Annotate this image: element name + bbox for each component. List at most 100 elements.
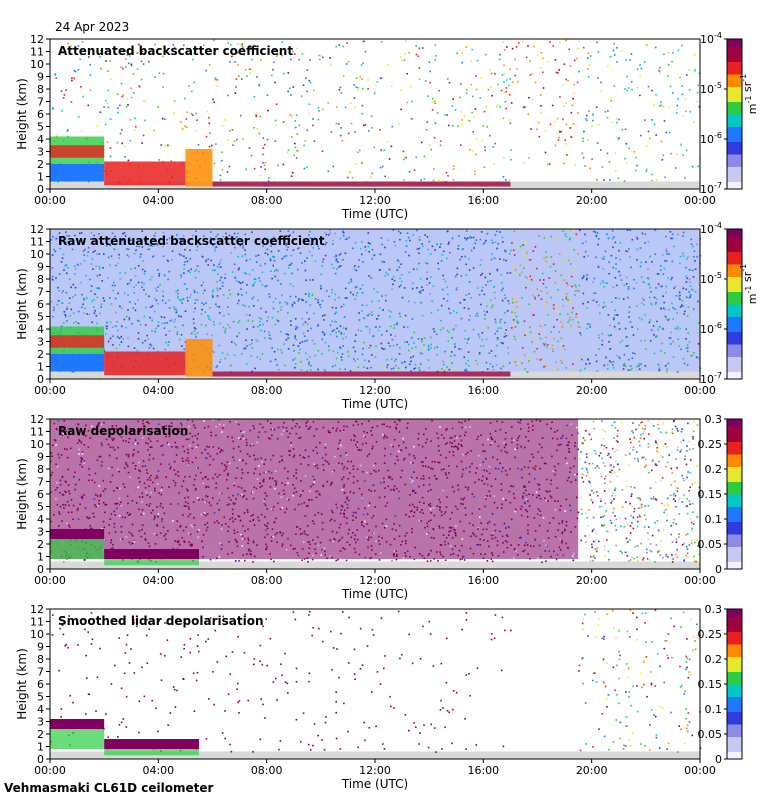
x-tick-label: 04:00 bbox=[142, 384, 174, 397]
x-tick-label: 00:00 bbox=[684, 764, 716, 777]
noise-dots bbox=[50, 419, 702, 564]
heatmap-field bbox=[50, 419, 702, 569]
heatmap-field bbox=[50, 609, 702, 759]
y-tick-label: 1 bbox=[37, 551, 44, 564]
y-tick-label: 1 bbox=[37, 361, 44, 374]
y-tick-label: 9 bbox=[37, 641, 44, 654]
x-tick-label: 04:00 bbox=[142, 574, 174, 587]
x-tick-label: 08:00 bbox=[251, 764, 283, 777]
y-axis-label: Height (km) bbox=[15, 78, 29, 149]
x-tick-label: 00:00 bbox=[684, 194, 716, 207]
y-tick-label: 7 bbox=[37, 286, 44, 299]
y-tick-label: 11 bbox=[30, 46, 44, 59]
colorbar: 0 0.05 0.1 0.15 0.2 0.25 0.3 bbox=[698, 413, 743, 576]
colorbar-tick-label: 0.15 bbox=[698, 678, 723, 691]
y-tick-label: 2 bbox=[37, 538, 44, 551]
y-tick-label: 6 bbox=[37, 298, 44, 311]
y-tick-label: 4 bbox=[37, 703, 44, 716]
x-axis-label: Time (UTC) bbox=[341, 777, 408, 791]
y-tick-label: 12 bbox=[30, 413, 44, 426]
x-tick-label: 08:00 bbox=[251, 384, 283, 397]
x-tick-label: 20:00 bbox=[576, 574, 608, 587]
y-tick-label: 11 bbox=[30, 426, 44, 439]
x-tick-label: 00:00 bbox=[684, 574, 716, 587]
x-tick-label: 04:00 bbox=[142, 194, 174, 207]
colorbar: 0 0.05 0.1 0.15 0.2 0.25 0.3 bbox=[698, 603, 743, 766]
y-tick-label: 0 bbox=[37, 563, 44, 576]
cloud-layers bbox=[50, 136, 511, 187]
x-tick-label: 08:00 bbox=[251, 574, 283, 587]
colorbar-tick-label: 0.05 bbox=[698, 728, 723, 741]
x-tick-label: 16:00 bbox=[467, 384, 499, 397]
y-tick-label: 0 bbox=[37, 753, 44, 766]
x-tick-label: 12:00 bbox=[359, 194, 391, 207]
colorbar-tick-label: 0.1 bbox=[705, 513, 723, 526]
y-tick-label: 3 bbox=[37, 716, 44, 729]
y-tick-label: 5 bbox=[37, 311, 44, 324]
y-tick-label: 12 bbox=[30, 33, 44, 46]
y-tick-label: 3 bbox=[37, 336, 44, 349]
y-tick-label: 1 bbox=[37, 171, 44, 184]
cloud-layers bbox=[50, 529, 199, 566]
x-tick-label: 04:00 bbox=[142, 764, 174, 777]
colorbar: 10-7 10-6 10-5 10-4 m-1 sr-1 bbox=[700, 31, 759, 196]
ground-clutter-band bbox=[50, 751, 700, 759]
y-tick-label: 4 bbox=[37, 323, 44, 336]
y-tick-label: 3 bbox=[37, 146, 44, 159]
depol-noise-background bbox=[50, 419, 579, 559]
y-tick-label: 7 bbox=[37, 666, 44, 679]
y-tick-label: 11 bbox=[30, 236, 44, 249]
noise-dots bbox=[50, 39, 702, 183]
y-tick-label: 12 bbox=[30, 603, 44, 616]
colorbar-tick-label: 10-7 bbox=[700, 371, 722, 386]
y-tick-label: 1 bbox=[37, 741, 44, 754]
y-tick-label: 4 bbox=[37, 133, 44, 146]
heatmap-field bbox=[50, 39, 702, 189]
panel-title: Raw attenuated backscatter coefficient bbox=[58, 234, 325, 248]
y-tick-label: 10 bbox=[30, 248, 44, 261]
colorbar-tick-label: 10-4 bbox=[700, 31, 722, 46]
x-tick-label: 20:00 bbox=[576, 764, 608, 777]
y-tick-label: 9 bbox=[37, 71, 44, 84]
cloud-layers bbox=[50, 326, 511, 377]
y-tick-label: 7 bbox=[37, 96, 44, 109]
y-tick-label: 8 bbox=[37, 273, 44, 286]
y-tick-label: 12 bbox=[30, 223, 44, 236]
colorbar-unit-label: m-1 sr-1 bbox=[739, 74, 759, 114]
x-tick-label: 16:00 bbox=[467, 574, 499, 587]
x-tick-label: 08:00 bbox=[251, 194, 283, 207]
y-axis-label: Height (km) bbox=[15, 458, 29, 529]
x-tick-label: 00:00 bbox=[34, 384, 66, 397]
colorbar-tick-label: 0.15 bbox=[698, 488, 723, 501]
y-tick-label: 3 bbox=[37, 526, 44, 539]
ground-clutter-band bbox=[50, 561, 700, 569]
y-tick-label: 11 bbox=[30, 616, 44, 629]
x-tick-label: 12:00 bbox=[359, 764, 391, 777]
x-axis-label: Time (UTC) bbox=[341, 397, 408, 411]
y-tick-label: 8 bbox=[37, 83, 44, 96]
heatmap-field bbox=[50, 229, 702, 379]
y-tick-label: 6 bbox=[37, 678, 44, 691]
colorbar-tick-label: 0.3 bbox=[705, 413, 723, 426]
colorbar-tick-label: 0 bbox=[715, 753, 722, 766]
y-tick-label: 10 bbox=[30, 628, 44, 641]
colorbar-tick-label: 10-5 bbox=[700, 81, 722, 96]
y-tick-label: 5 bbox=[37, 121, 44, 134]
noise-background bbox=[50, 229, 700, 372]
colorbar-unit-label: m-1 sr-1 bbox=[739, 264, 759, 304]
noise-dots bbox=[50, 609, 702, 753]
colorbar-tick-label: 10-6 bbox=[700, 131, 722, 146]
plot-date: 24 Apr 2023 bbox=[55, 20, 130, 34]
x-axis-label: Time (UTC) bbox=[341, 207, 408, 221]
instrument-label: Vehmasmaki CL61D ceilometer bbox=[4, 781, 214, 795]
plot-frame bbox=[49, 608, 701, 760]
y-tick-label: 5 bbox=[37, 691, 44, 704]
colorbar-tick-label: 0.3 bbox=[705, 603, 723, 616]
cloud-layers bbox=[50, 719, 199, 756]
y-tick-label: 9 bbox=[37, 261, 44, 274]
colorbar: 10-7 10-6 10-5 10-4 m-1 sr-1 bbox=[700, 221, 759, 386]
x-axis-label: Time (UTC) bbox=[341, 587, 408, 601]
